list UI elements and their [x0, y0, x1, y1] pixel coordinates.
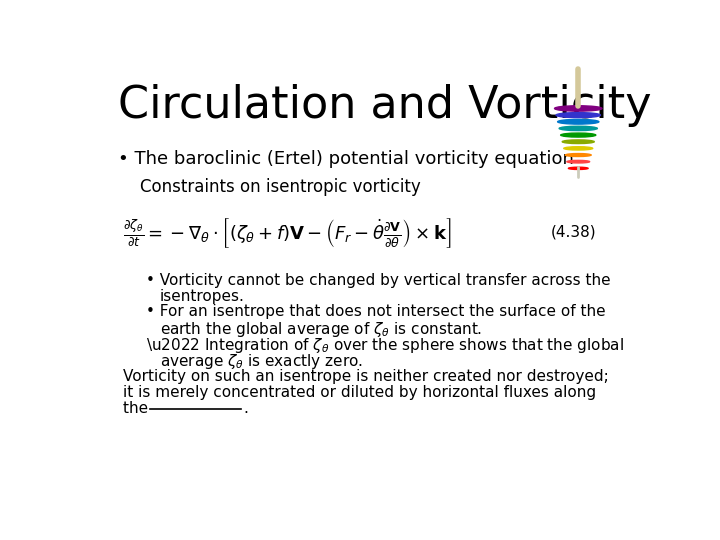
- Ellipse shape: [562, 140, 594, 144]
- Text: earth the global average of $\zeta_\theta$ is constant.: earth the global average of $\zeta_\thet…: [160, 320, 482, 339]
- Text: Vorticity on such an isentrope is neither created nor destroyed;: Vorticity on such an isentrope is neithe…: [124, 369, 609, 384]
- Ellipse shape: [565, 153, 591, 157]
- Text: (4.38): (4.38): [550, 225, 596, 239]
- Text: • For an isentrope that does not intersect the surface of the: • For an isentrope that does not interse…: [145, 305, 606, 319]
- Ellipse shape: [557, 119, 599, 124]
- Ellipse shape: [559, 126, 598, 131]
- Text: Circulation and Vorticity: Circulation and Vorticity: [118, 84, 652, 126]
- Text: \u2022 Integration of $\zeta_\theta$ over the sphere shows that the global: \u2022 Integration of $\zeta_\theta$ ove…: [145, 336, 624, 355]
- Ellipse shape: [567, 160, 590, 163]
- Text: isentropes.: isentropes.: [160, 288, 245, 303]
- Ellipse shape: [564, 147, 593, 150]
- Text: the: the: [124, 401, 153, 416]
- Ellipse shape: [568, 167, 588, 170]
- Text: it is merely concentrated or diluted by horizontal fluxes along: it is merely concentrated or diluted by …: [124, 385, 597, 400]
- Ellipse shape: [556, 112, 600, 118]
- Text: • The baroclinic (Ertel) potential vorticity equation: • The baroclinic (Ertel) potential vorti…: [118, 150, 574, 168]
- Ellipse shape: [561, 133, 595, 137]
- Text: • Vorticity cannot be changed by vertical transfer across the: • Vorticity cannot be changed by vertica…: [145, 273, 611, 288]
- Text: $\frac{\partial \zeta_\theta}{\partial t} = -\nabla_\theta \cdot \left[ (\zeta_\: $\frac{\partial \zeta_\theta}{\partial t…: [124, 217, 452, 250]
- Text: average $\zeta_\theta$ is exactly zero.: average $\zeta_\theta$ is exactly zero.: [160, 352, 363, 370]
- Ellipse shape: [554, 106, 602, 111]
- Text: .: .: [243, 401, 248, 416]
- Text: Constraints on isentropic vorticity: Constraints on isentropic vorticity: [140, 178, 421, 196]
